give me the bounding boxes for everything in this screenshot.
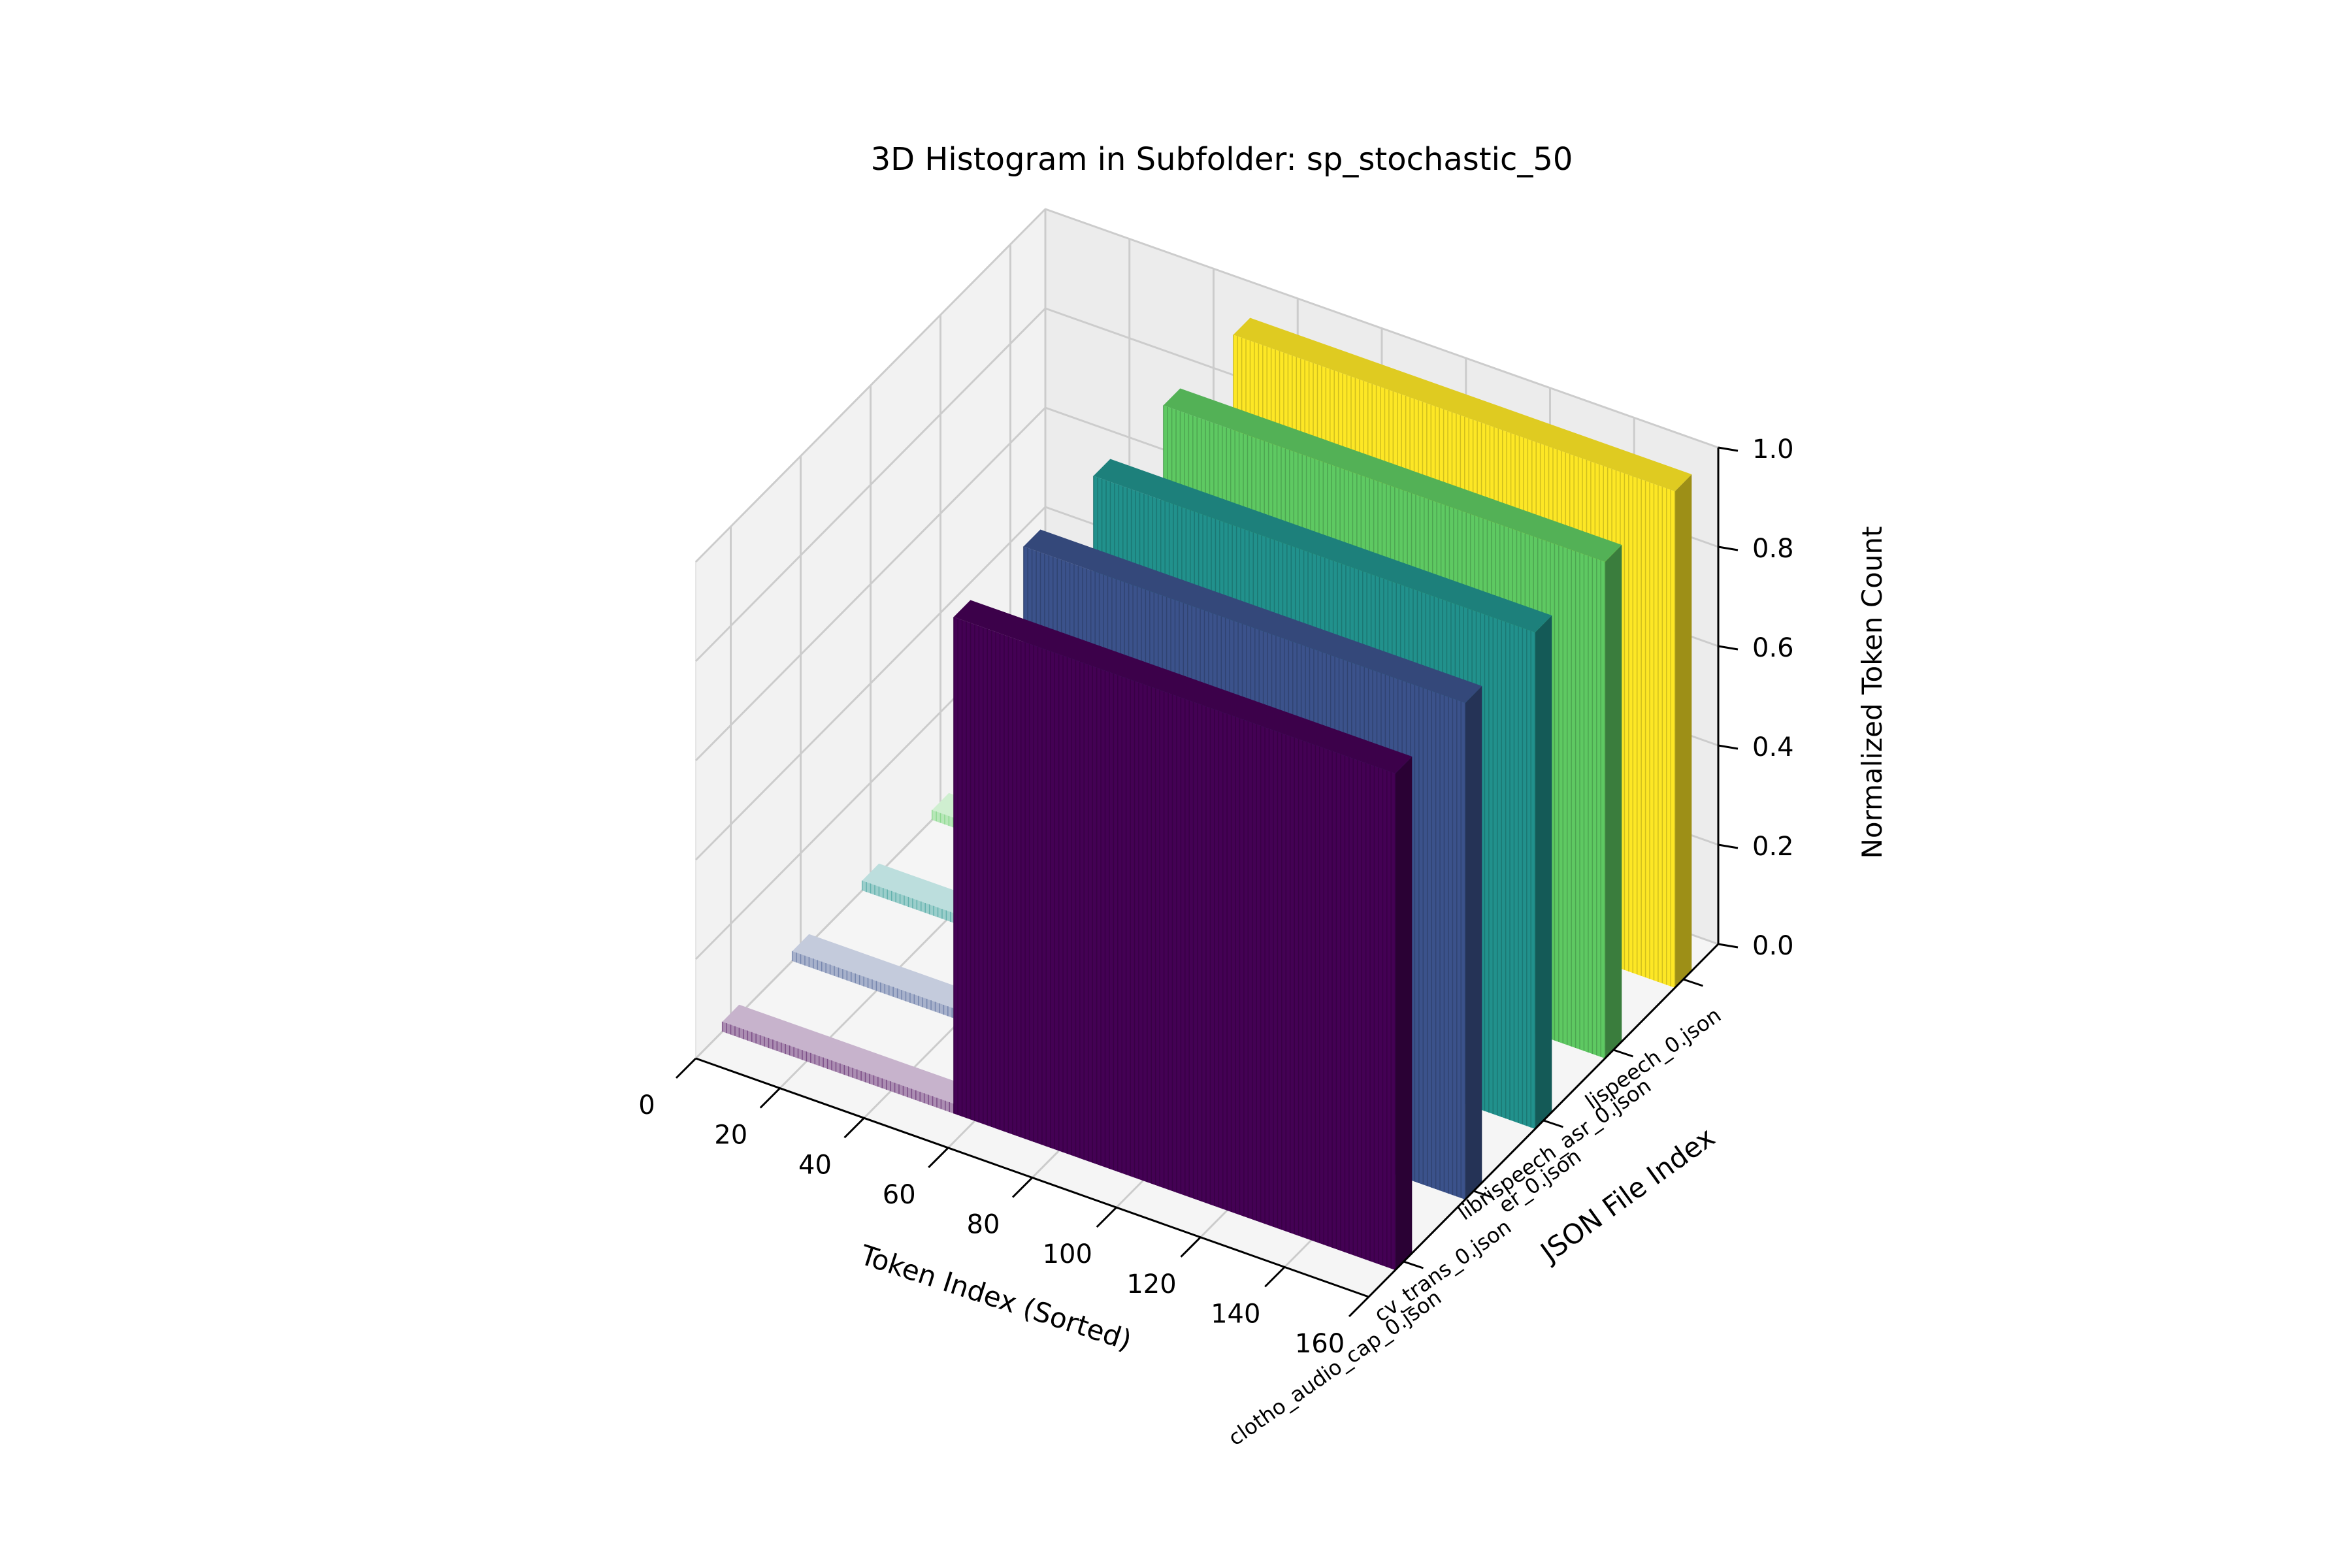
bar-side-face xyxy=(1465,686,1482,1200)
z-tick-mark xyxy=(1718,446,1739,452)
y-tick-mark xyxy=(1543,1119,1563,1128)
z-tick-label: 1.0 xyxy=(1752,434,1794,465)
x-tick-label: 60 xyxy=(883,1180,916,1210)
x-tick-label: 120 xyxy=(1126,1269,1176,1299)
bar-top-face xyxy=(1233,318,1692,491)
bar-front-face xyxy=(953,617,1396,1270)
bar-top-face xyxy=(1163,388,1622,562)
bar-low-0 xyxy=(721,1004,971,1114)
z-tick-mark xyxy=(1718,943,1739,949)
bar-front-face xyxy=(722,1021,954,1114)
z-tick-label: 0.4 xyxy=(1752,732,1794,762)
axes xyxy=(675,446,1739,1318)
bar-high-0 xyxy=(953,600,1413,1270)
x-tick-mark xyxy=(675,1057,697,1079)
x-tick-label: 20 xyxy=(714,1120,747,1151)
z-tick-label: 0.8 xyxy=(1752,534,1794,564)
bar-side-face xyxy=(1674,474,1692,988)
bar-stripes xyxy=(721,1021,955,1114)
z-tick-mark xyxy=(1718,645,1739,651)
x-tick-mark xyxy=(1264,1266,1286,1288)
bar-top-face xyxy=(1023,529,1482,703)
x-tick-label: 100 xyxy=(1043,1239,1092,1269)
x-tick-mark xyxy=(1180,1236,1201,1258)
x-tick-mark xyxy=(1348,1296,1370,1318)
x-tick-label: 0 xyxy=(638,1090,655,1120)
z-tick-mark xyxy=(1718,546,1739,551)
bar-group xyxy=(721,318,1692,1270)
grid-line-z-back xyxy=(1045,208,1719,449)
z-tick-label: 0.6 xyxy=(1752,633,1794,663)
chart-title: 3D Histogram in Subfolder: sp_stochastic… xyxy=(871,141,1573,178)
y-tick-mark xyxy=(1613,1049,1633,1058)
x-tick-label: 160 xyxy=(1295,1329,1345,1359)
x-tick-label: 140 xyxy=(1211,1299,1260,1329)
x-tick-label: 40 xyxy=(798,1150,832,1180)
bar-top-face xyxy=(722,1004,971,1104)
x-tick-mark xyxy=(1096,1207,1117,1228)
z-tick-label: 0.0 xyxy=(1752,931,1794,961)
bar-side-face xyxy=(1535,615,1552,1129)
y-tick-mark xyxy=(1403,1260,1424,1269)
bar-top-face xyxy=(953,600,1413,774)
x-tick-mark xyxy=(843,1117,865,1139)
bar-side-face xyxy=(1605,545,1622,1058)
x-tick-mark xyxy=(928,1147,949,1168)
z-tick-label: 0.2 xyxy=(1752,832,1794,862)
x-tick-label: 80 xyxy=(967,1210,1000,1240)
z-tick-mark xyxy=(1718,744,1739,750)
y-tick-mark xyxy=(1473,1190,1494,1199)
x-tick-mark xyxy=(759,1087,781,1109)
bar-top-face xyxy=(1093,459,1552,632)
x-tick-labels: 0 20 40 60 80 100 120 140 160 xyxy=(638,1090,1345,1359)
z-axis-label: Normalized Token Count xyxy=(1856,526,1888,858)
z-tick-labels: 0.0 0.2 0.4 0.6 0.8 1.0 xyxy=(1752,434,1794,961)
bar-stripes xyxy=(953,617,1396,1270)
z-tick-mark xyxy=(1718,843,1739,849)
x-tick-mark xyxy=(1011,1177,1034,1198)
bar-side-face xyxy=(1395,757,1413,1270)
y-tick-mark xyxy=(1683,978,1703,987)
